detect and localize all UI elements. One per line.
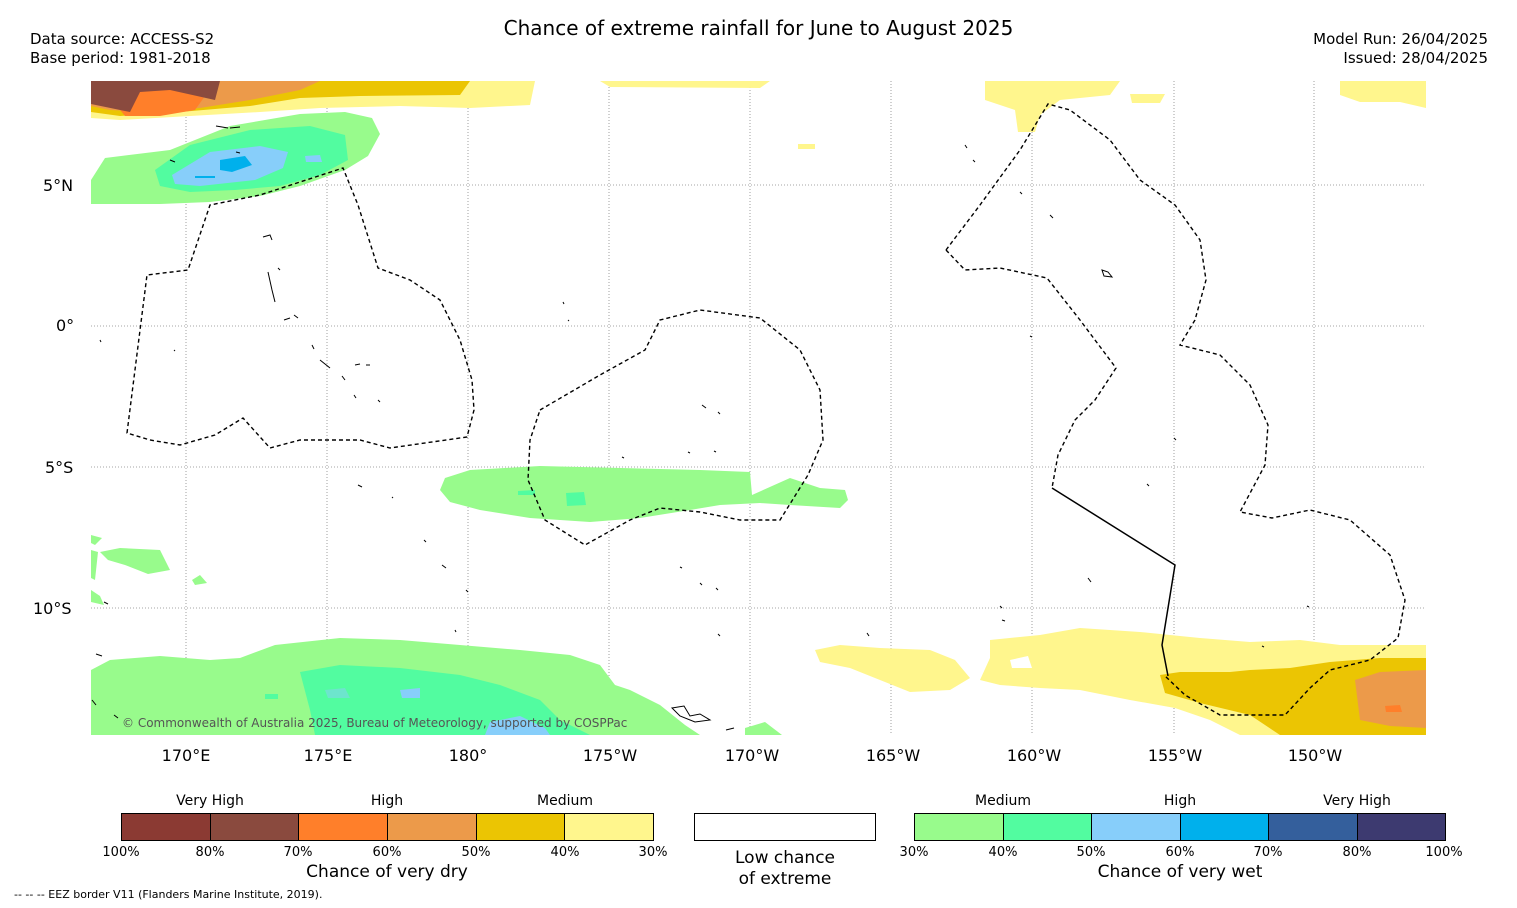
gridlines (91, 81, 1426, 735)
chart-title: Chance of extreme rainfall for June to A… (503, 16, 1014, 40)
wet-legend-title: Chance of very wet (1097, 862, 1263, 882)
issued-date: Issued: 28/04/2025 (1343, 49, 1488, 67)
wet-swatch (1003, 814, 1092, 840)
wet-category-very-high: Very High (1323, 793, 1391, 809)
eez-note: -- -- -- EEZ border V11 (Flanders Marine… (14, 888, 323, 901)
wet-region-south (91, 638, 782, 735)
dry-swatch (388, 814, 477, 840)
wet-swatch (1180, 814, 1269, 840)
wet-category-medium: Medium (975, 793, 1031, 809)
dry-patch-top-right (985, 81, 1120, 132)
x-tick-165w: 165°W (865, 746, 921, 765)
run-info: Model Run: 26/04/2025 Issued: 28/04/2025 (1313, 30, 1488, 68)
low-chance-line2: of extreme (738, 869, 832, 889)
eez-borders (126, 103, 1406, 716)
dry-tick: 60% (372, 845, 402, 860)
x-tick-150w: 150°W (1287, 746, 1343, 765)
wet-tick: 50% (1076, 845, 1106, 860)
y-tick-0: 0° (56, 316, 75, 335)
y-tick-5s: 5°S (45, 458, 74, 477)
dry-tick: 100% (102, 845, 140, 860)
dry-swatch (122, 814, 211, 840)
dry-category-medium: Medium (537, 793, 593, 809)
dry-category-high: High (370, 793, 404, 809)
dry-swatch (476, 814, 566, 840)
wet-tick: 30% (899, 845, 929, 860)
dry-tick: 70% (283, 845, 313, 860)
wet-swatch (1357, 814, 1445, 840)
dry-swatch (299, 814, 389, 840)
wet-tick: 70% (1253, 845, 1283, 860)
wet-swatch (1092, 814, 1181, 840)
wet-tick: 60% (1165, 845, 1195, 860)
model-run: Model Run: 26/04/2025 (1313, 30, 1488, 48)
dry-patch-top-center (600, 81, 770, 88)
islands (91, 125, 1310, 731)
x-tick-175w: 175°W (582, 746, 638, 765)
x-tick-160w: 160°W (1006, 746, 1062, 765)
low-chance-line1: Low chance (735, 848, 835, 868)
dry-tick: 80% (195, 845, 225, 860)
wet-colorbar (914, 813, 1446, 841)
dry-legend-title: Chance of very dry (306, 862, 468, 882)
data-source: Data source: ACCESS-S2 (30, 30, 215, 48)
wet-swatch (915, 814, 1004, 840)
dry-tick: 30% (638, 845, 668, 860)
base-period: Base period: 1981-2018 (30, 49, 211, 67)
x-tick-170w: 170°W (724, 746, 780, 765)
dry-category-very-high: Very High (176, 793, 244, 809)
wet-tick: 100% (1425, 845, 1463, 860)
wet-swatch (1269, 814, 1358, 840)
eez-solid-border (1051, 487, 1176, 677)
wet-category-high: High (1163, 793, 1197, 809)
dry-tick: 40% (550, 845, 580, 860)
dry-swatch (210, 814, 300, 840)
dry-patch-top-far-right (1340, 81, 1426, 108)
dry-tick: 50% (461, 845, 491, 860)
x-tick-170e: 170°E (161, 746, 211, 765)
wet-band-central (440, 466, 848, 522)
x-tick-155w: 155°W (1147, 746, 1203, 765)
wet-tick: 80% (1342, 845, 1372, 860)
source-info: Data source: ACCESS-S2 Base period: 1981… (30, 30, 214, 68)
low-chance-swatch (694, 813, 876, 841)
x-tick-175e: 175°E (303, 746, 353, 765)
copyright-notice: © Commonwealth of Australia 2025, Bureau… (122, 716, 628, 730)
wet-region-north (91, 112, 380, 204)
dry-swatch (565, 814, 654, 840)
x-tick-180: 180° (448, 746, 488, 765)
y-tick-10s: 10°S (33, 599, 72, 618)
wet-tick: 40% (988, 845, 1018, 860)
dry-region-north (91, 81, 535, 120)
dry-colorbar (121, 813, 654, 841)
y-tick-5n: 5°N (43, 176, 74, 195)
dry-region-south-east (815, 628, 1426, 735)
low-chance-label: Low chance of extreme (685, 848, 885, 890)
